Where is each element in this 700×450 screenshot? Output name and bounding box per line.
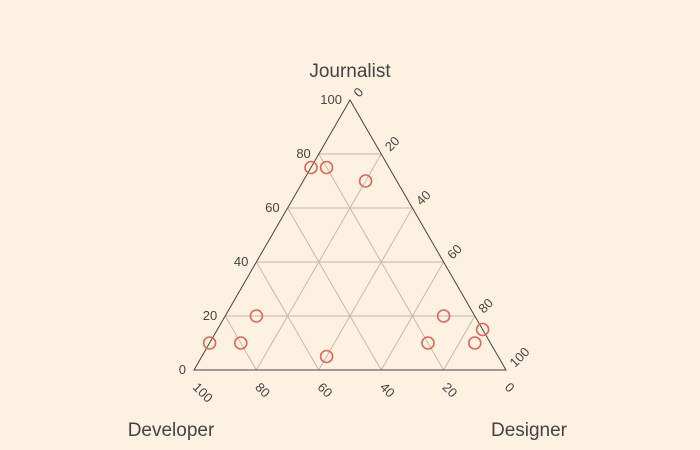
journalist-tick-60: 60: [265, 200, 279, 215]
journalist-axis-title: Journalist: [309, 61, 391, 82]
grid-line-designer-60: [380, 261, 445, 371]
data-point-8: [436, 309, 451, 323]
grid-layer: [224, 153, 476, 371]
data-point-11: [467, 336, 482, 350]
grid-line-developer-60: [255, 261, 320, 371]
data-point-10: [421, 336, 435, 350]
data-point-5: [202, 336, 217, 350]
tick-label-layer: 0 20 40 60 80 100 0 20 40 60 80 100 0 20 40 60 80 100: [179, 84, 533, 405]
developer-tick-100: 100: [190, 380, 216, 406]
data-point-9: [475, 322, 490, 337]
designer-tick-40: 40: [413, 187, 434, 208]
developer-axis-title: Developer: [128, 420, 215, 441]
ternary-triangle: [193, 99, 507, 371]
designer-tick-80: 80: [475, 295, 496, 316]
data-point-4: [249, 309, 264, 323]
developer-tick-60: 60: [315, 380, 336, 401]
data-point-layer: [202, 160, 490, 364]
designer-axis-title: Designer: [491, 420, 568, 441]
developer-tick-80: 80: [252, 380, 273, 401]
data-point-7: [319, 349, 334, 364]
journalist-tick-40: 40: [234, 254, 248, 269]
data-point-6: [234, 336, 248, 350]
grid-line-developer-40: [287, 207, 382, 371]
developer-tick-20: 20: [439, 380, 460, 401]
designer-tick-20: 20: [382, 133, 403, 154]
developer-tick-40: 40: [377, 380, 398, 401]
designer-tick-0: 0: [351, 84, 367, 100]
journalist-tick-20: 20: [203, 308, 217, 323]
journalist-tick-0: 0: [179, 362, 186, 377]
designer-tick-60: 60: [444, 241, 465, 262]
grid-line-designer-80: [443, 315, 476, 371]
data-point-3: [358, 174, 373, 188]
data-point-1: [304, 160, 318, 175]
grid-line-designer-40: [318, 207, 413, 371]
data-point-2: [319, 160, 334, 175]
journalist-tick-80: 80: [296, 146, 310, 161]
developer-tick-0: 0: [502, 380, 518, 396]
journalist-tick-100: 100: [320, 92, 342, 107]
designer-tick-100: 100: [507, 344, 533, 370]
grid-line-developer-80: [224, 315, 257, 371]
